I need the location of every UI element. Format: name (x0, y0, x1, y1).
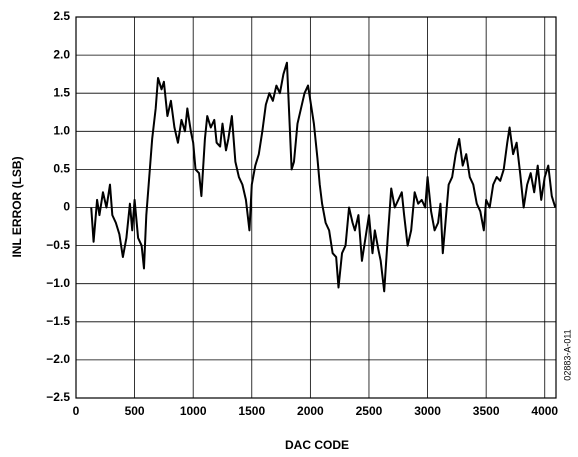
y-tick-label: 0 (63, 200, 70, 214)
x-tick-label: 4000 (531, 404, 558, 418)
x-tick-label: 1000 (180, 404, 207, 418)
x-tick-label: 0 (73, 404, 80, 418)
x-axis-title: DAC CODE (285, 438, 349, 452)
x-tick-label: 2000 (297, 404, 324, 418)
y-tick-label: 1.0 (53, 123, 70, 137)
x-tick-label: 500 (125, 404, 145, 418)
y-tick-label: −1.0 (46, 276, 70, 290)
y-tick-label: −0.5 (46, 238, 70, 252)
y-tick-label: −2.0 (46, 352, 70, 366)
plot-border (75, 16, 557, 399)
figure-id: 02883-A-011 (562, 329, 572, 380)
y-tick-label: 1.5 (53, 85, 70, 99)
y-tick-label: −2.5 (46, 390, 70, 404)
x-tick-label: 1500 (238, 404, 265, 418)
y-axis-title: INL ERROR (LSB) (10, 156, 24, 257)
x-tick-label: 2500 (356, 404, 383, 418)
data-line (90, 61, 557, 293)
y-tick-label: 0.5 (53, 162, 70, 176)
y-tick-label: 2.0 (53, 47, 70, 61)
y-tick-label: 2.5 (53, 9, 70, 23)
x-tick-label: 3000 (414, 404, 441, 418)
x-tick-label: 3500 (473, 404, 500, 418)
y-tick-label: −1.5 (46, 314, 70, 328)
